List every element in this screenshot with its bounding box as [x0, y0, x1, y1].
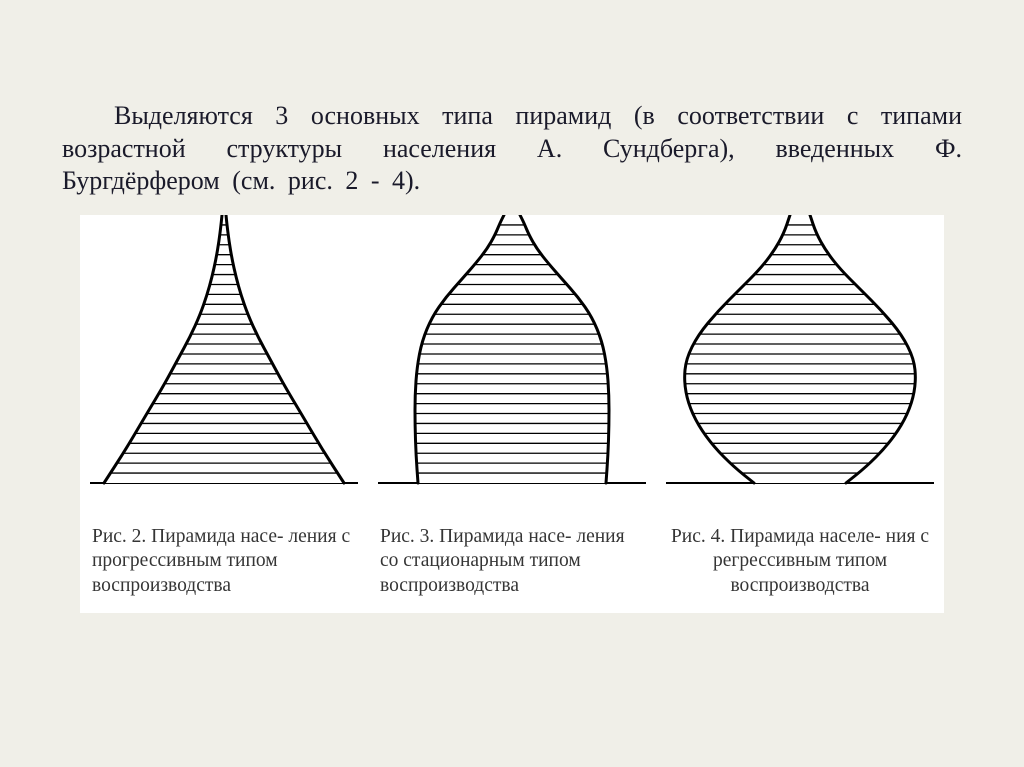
intro-paragraph: Выделяются 3 основных типа пирамид (в со… — [62, 100, 962, 198]
paragraph-text: Выделяются 3 основных типа пирамид (в со… — [62, 100, 962, 198]
page: Выделяются 3 основных типа пирамид (в со… — [0, 0, 1024, 767]
caption-fig3: Рис. 3. Пирамида насе- ления со стациона… — [368, 525, 656, 598]
caption-fig4: Рис. 4. Пирамида населе- ния с регрессив… — [656, 525, 944, 598]
figure-progressive — [80, 215, 368, 483]
captions-row: Рис. 2. Пирамида насе- ления с прогресси… — [80, 525, 944, 598]
figure-stationary — [368, 215, 656, 483]
caption-fig2: Рис. 2. Пирамида насе- ления с прогресси… — [80, 525, 368, 598]
figure-regressive — [656, 215, 944, 483]
figures-svg — [80, 215, 944, 525]
figure-panel: Рис. 2. Пирамида насе- ления с прогресси… — [80, 215, 944, 613]
